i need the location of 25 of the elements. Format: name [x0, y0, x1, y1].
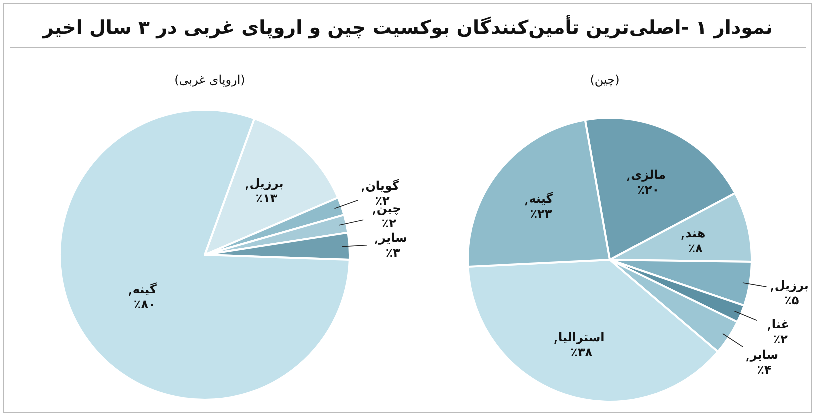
slice-label: غنا: [772, 317, 790, 332]
data-label: ٪۱۳: [256, 192, 278, 206]
slice-label: سایر: [378, 230, 408, 245]
slice-label: مالزی: [631, 168, 666, 182]
slice-label: برزیل: [774, 278, 809, 292]
slice-label: استرالیا: [558, 330, 605, 344]
chart-subtitle: (اروپای غربی): [174, 73, 246, 87]
data-label: ٪۵: [784, 293, 800, 308]
data-label: ٪۲۳: [530, 207, 553, 222]
slice-label: سایر: [749, 348, 779, 362]
slice-label: گینه: [529, 192, 554, 206]
data-label: ٪۴: [757, 363, 772, 378]
data-label: ٪۳: [386, 246, 402, 260]
slice-label: هند: [685, 226, 706, 240]
slice-label: گویان: [366, 178, 400, 193]
data-label: ٪۲۰: [638, 182, 660, 197]
data-label: ٪۸: [688, 241, 704, 256]
data-label: ٪۳۸: [570, 345, 594, 360]
slice-label: گینه: [132, 282, 157, 297]
chart-subtitle: (چین): [590, 73, 620, 87]
chart-title: نمودار ۱ -اصلی‌ترین تأمین‌کنندگان بوکسیت چین و اروپای غربی در ۳ سال اخیر: [42, 15, 773, 39]
data-label: ٪۸۰: [134, 298, 156, 312]
slice-label: برزیل: [250, 176, 284, 191]
data-label: ٪۲: [773, 332, 789, 346]
data-label: ٪۲: [382, 216, 398, 231]
